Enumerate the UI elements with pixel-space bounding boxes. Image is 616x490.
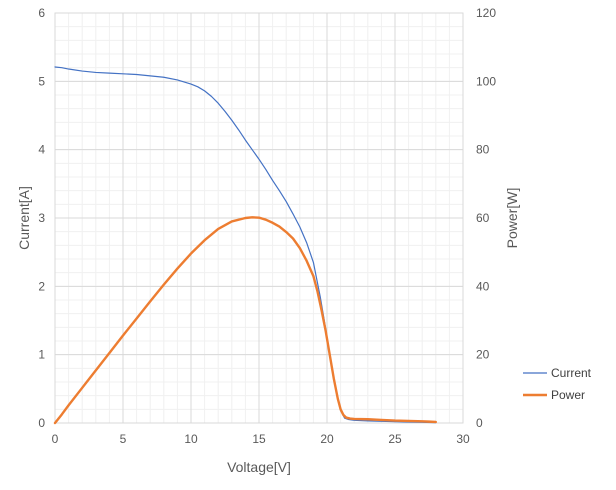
- y2-tick-label: 80: [476, 143, 490, 157]
- y2-axis-ticks: 0 20 40 60 80 100 120: [476, 6, 496, 430]
- y-tick-label: 3: [38, 211, 45, 225]
- y2-tick-label: 20: [476, 348, 490, 362]
- x-tick-label: 15: [252, 432, 266, 446]
- series-layer: [53, 66, 437, 425]
- y-tick-label: 2: [38, 279, 45, 293]
- y-tick-label: 0: [38, 416, 45, 430]
- legend: Current Power: [523, 366, 592, 402]
- y2-tick-label: 40: [476, 279, 490, 293]
- x-axis-title: Voltage[V]: [227, 459, 291, 475]
- y2-axis-title: Power[W]: [504, 188, 520, 249]
- y-axis-title: Current[A]: [16, 186, 32, 250]
- y-tick-label: 4: [38, 143, 45, 157]
- y2-tick-label: 100: [476, 74, 496, 88]
- legend-label-current: Current: [551, 366, 592, 380]
- x-tick-label: 20: [320, 432, 334, 446]
- series-line-power: [53, 216, 437, 425]
- plot-frame: [54, 12, 464, 424]
- y-tick-label: 1: [38, 348, 45, 362]
- legend-label-power: Power: [551, 388, 585, 402]
- x-axis-ticks: 0 5 10 15 20 25 30: [52, 432, 470, 446]
- x-tick-label: 0: [52, 432, 59, 446]
- x-tick-label: 10: [184, 432, 198, 446]
- x-tick-label: 25: [388, 432, 402, 446]
- y-axis-ticks: 0 1 2 3 4 5 6: [38, 6, 45, 430]
- x-tick-label: 5: [120, 432, 127, 446]
- y2-tick-label: 0: [476, 416, 483, 430]
- y2-tick-label: 60: [476, 211, 490, 225]
- x-tick-label: 30: [456, 432, 470, 446]
- plot-area: [54, 12, 464, 424]
- y-tick-label: 6: [38, 6, 45, 20]
- y-tick-label: 5: [38, 74, 45, 88]
- y2-tick-label: 120: [476, 6, 496, 20]
